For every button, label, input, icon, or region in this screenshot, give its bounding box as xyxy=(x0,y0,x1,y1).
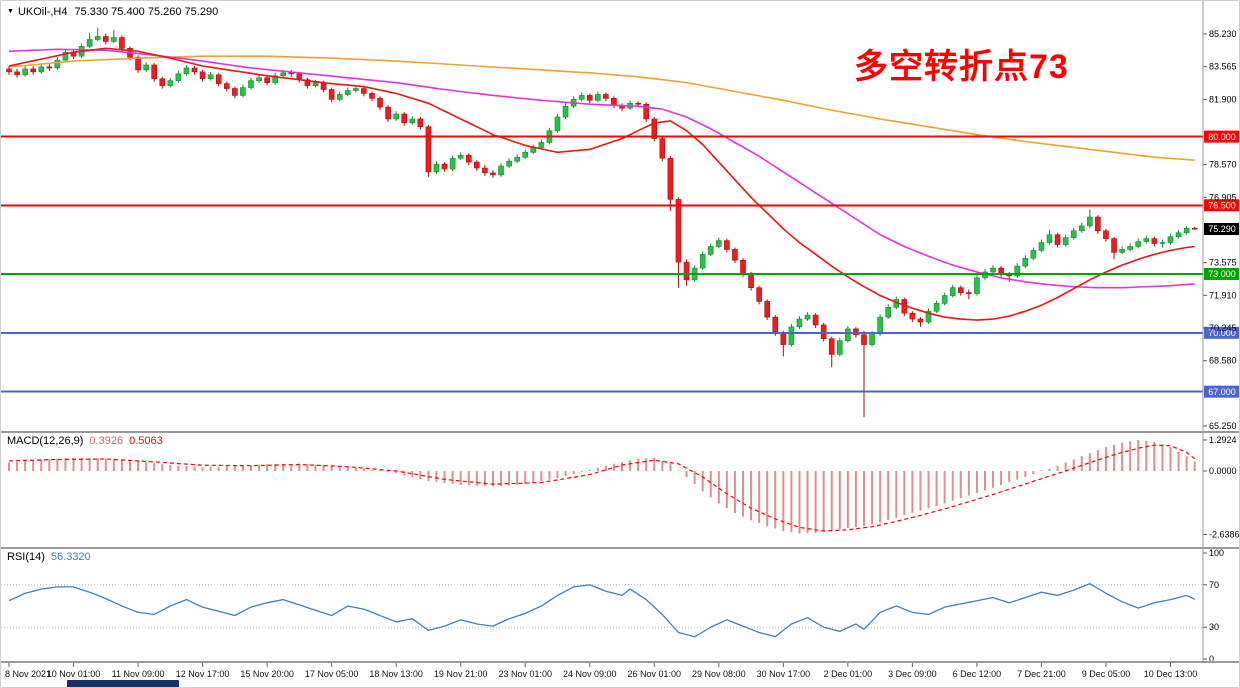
svg-text:29 Nov 08:00: 29 Nov 08:00 xyxy=(692,669,746,679)
svg-text:18 Nov 13:00: 18 Nov 13:00 xyxy=(369,669,423,679)
svg-text:75.290: 75.290 xyxy=(1208,224,1236,234)
svg-text:70: 70 xyxy=(1209,580,1219,590)
svg-text:30 Nov 17:00: 30 Nov 17:00 xyxy=(757,669,811,679)
svg-text:78.570: 78.570 xyxy=(1209,160,1237,170)
svg-text:80.000: 80.000 xyxy=(1208,132,1236,142)
svg-text:6 Dec 12:00: 6 Dec 12:00 xyxy=(953,669,1002,679)
rsi-panel: 100 70 30 0 xyxy=(1,548,1224,664)
svg-text:73.000: 73.000 xyxy=(1208,269,1236,279)
svg-text:65.250: 65.250 xyxy=(1209,421,1237,431)
svg-text:76.500: 76.500 xyxy=(1208,200,1236,210)
svg-text:30: 30 xyxy=(1209,622,1219,632)
trend-annotation[interactable]: 多空转折点73 xyxy=(854,48,1069,86)
svg-text:85.230: 85.230 xyxy=(1209,29,1237,39)
rsi-header: RSI(14) 56.3320 xyxy=(7,551,91,563)
svg-text:67.000: 67.000 xyxy=(1208,387,1236,397)
svg-text:8 Nov 2021: 8 Nov 2021 xyxy=(5,669,51,679)
svg-text:12 Nov 17:00: 12 Nov 17:00 xyxy=(176,669,230,679)
svg-text:19 Nov 21:00: 19 Nov 21:00 xyxy=(434,669,488,679)
chevron-down-icon[interactable]: ▼ xyxy=(7,8,14,15)
ma-mid-line xyxy=(8,48,1195,289)
svg-text:7 Dec 21:00: 7 Dec 21:00 xyxy=(1017,669,1066,679)
svg-text:71.910: 71.910 xyxy=(1209,290,1237,300)
svg-text:11 Nov 09:00: 11 Nov 09:00 xyxy=(112,669,165,679)
svg-text:9 Dec 05:00: 9 Dec 05:00 xyxy=(1082,669,1131,679)
macd-main-value: 0.3926 xyxy=(89,435,124,447)
candles xyxy=(6,27,1198,418)
svg-text:68.580: 68.580 xyxy=(1209,356,1237,366)
macd-header: MACD(12,26,9) 0.3926 0.5063 xyxy=(7,435,163,447)
svg-text:26 Nov 01:00: 26 Nov 01:00 xyxy=(628,669,682,679)
svg-text:10 Nov 01:00: 10 Nov 01:00 xyxy=(47,669,101,679)
svg-text:100: 100 xyxy=(1209,548,1224,558)
taskbar-item[interactable] xyxy=(67,680,179,687)
svg-text:73.575: 73.575 xyxy=(1209,258,1237,268)
price-axis[interactable]: 85.230 83.565 81.900 78.570 76.905 73.575 71.9… xyxy=(1203,29,1237,431)
svg-text:24 Nov 09:00: 24 Nov 09:00 xyxy=(563,669,617,679)
svg-text:81.900: 81.900 xyxy=(1209,94,1237,104)
ohlc-values: 75.330 75.400 75.260 75.290 xyxy=(74,6,219,18)
macd-signal-line xyxy=(8,444,1196,532)
current-price-badge: 75.290 xyxy=(1204,223,1239,236)
svg-text:2 Dec 01:00: 2 Dec 01:00 xyxy=(824,669,873,679)
svg-text:3 Dec 09:00: 3 Dec 09:00 xyxy=(888,669,937,679)
macd-panel: 1.2924 0.0000 -2.6386 xyxy=(8,435,1240,539)
horizontal-level-lines[interactable]: 80.000 76.500 73.000 70.000 67.000 xyxy=(1,130,1240,398)
svg-text:0.0000: 0.0000 xyxy=(1209,466,1237,476)
svg-text:70.245: 70.245 xyxy=(1209,323,1237,333)
rsi-value: 56.3320 xyxy=(50,551,91,563)
macd-label: MACD(12,26,9) xyxy=(7,435,84,447)
svg-text:15 Nov 20:00: 15 Nov 20:00 xyxy=(240,669,294,679)
svg-text:0: 0 xyxy=(1209,654,1214,664)
svg-text:-2.6386: -2.6386 xyxy=(1209,529,1240,539)
moving-averages xyxy=(8,47,1195,321)
svg-text:23 Nov 01:00: 23 Nov 01:00 xyxy=(498,669,552,679)
svg-text:1.2924: 1.2924 xyxy=(1209,435,1237,445)
macd-signal-value: 0.5063 xyxy=(129,435,163,447)
symbol-timeframe-label: UKOil-,H4 xyxy=(17,6,68,18)
rsi-label: RSI(14) xyxy=(7,551,45,563)
chart-header: ▼ UKOil-,H4 75.330 75.400 75.260 75.290 xyxy=(7,6,218,18)
svg-text:83.565: 83.565 xyxy=(1209,62,1237,72)
svg-text:76.905: 76.905 xyxy=(1209,192,1237,202)
ma-fast-line xyxy=(8,47,1195,321)
rsi-line xyxy=(8,582,1195,638)
svg-text:70.000: 70.000 xyxy=(1208,328,1236,338)
svg-text:10 Dec 13:00: 10 Dec 13:00 xyxy=(1144,669,1198,679)
panel-separators[interactable] xyxy=(1,1,1240,663)
svg-text:17 Nov 05:00: 17 Nov 05:00 xyxy=(305,669,359,679)
